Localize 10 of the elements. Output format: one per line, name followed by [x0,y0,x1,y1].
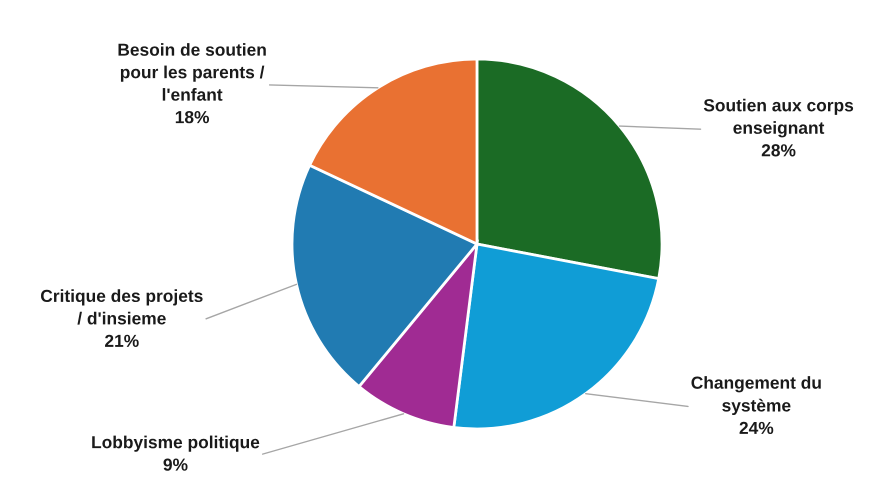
slice-label: Soutien aux corps enseignant [704,98,854,138]
data-label: 28% [762,144,796,156]
slice-label: Changement du système [691,376,821,416]
data-label: 18% [176,110,210,124]
slice-label: Critique des projets / d'insieme [41,289,203,325]
slice-label: Besoin de soutien pour les parents / l'enfant [118,43,266,101]
data-label: 9% [164,458,188,471]
data-label: 24% [740,422,774,434]
slice-label: Lobbyisme politique [92,436,260,452]
data-label: 21% [105,334,139,347]
